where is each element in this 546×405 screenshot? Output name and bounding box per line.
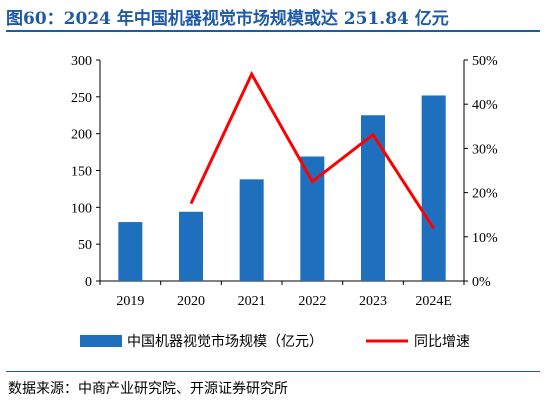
left-tick-label: 100 [71,201,92,216]
legend-bar-label: 中国机器视觉市场规模（亿元） [127,333,323,350]
left-tick-label: 300 [71,54,92,69]
x-tick-label: 2021 [238,294,266,309]
left-tick-label: 50 [78,238,92,253]
bar [421,95,446,281]
bar [179,211,203,281]
x-tick-label: 2022 [298,294,326,309]
right-tick-label: 0% [472,275,491,290]
left-tick-label: 200 [71,128,92,143]
source-note: 数据来源：中商产业研究院、开源证券研究所 [8,381,288,397]
legend-line-label: 同比增速 [414,334,470,350]
right-tick-label: 50% [472,54,498,69]
x-tick-label: 2024E [415,294,452,309]
tick-labels: 0 50 100 150 200 250 300 0% 10% 20% 30% 40% 50% 2019 2… [71,54,498,309]
right-tick-label: 10% [472,231,498,246]
left-tick-label: 0 [85,275,92,290]
right-tick-label: 20% [472,187,498,202]
bar [361,115,385,281]
bar-series [118,95,446,281]
source-rule [6,371,540,372]
x-tick-label: 2019 [116,294,144,309]
chart-title: 图60：2024 年中国机器视觉市场规模或达 251.84 亿元 [6,9,449,29]
line-series [189,70,435,230]
right-tick-label: 30% [472,142,498,157]
right-tick-label: 40% [472,98,498,113]
title-rule [6,30,540,32]
legend-bar-swatch [80,335,122,347]
left-tick-label: 150 [71,165,92,180]
left-tick-label: 250 [71,91,92,106]
legend: 中国机器视觉市场规模（亿元） 同比增速 [80,333,470,350]
x-tick-label: 2023 [359,294,387,309]
bar [118,222,143,281]
axes [96,59,468,285]
x-tick-label: 2020 [177,294,205,309]
bar [239,179,264,281]
